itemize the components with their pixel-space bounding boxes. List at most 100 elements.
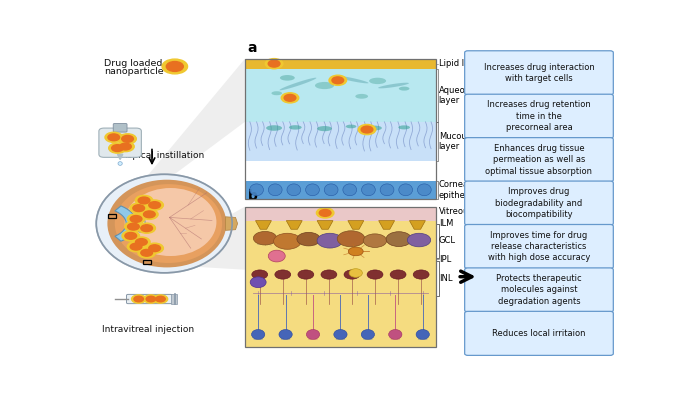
Polygon shape [348,221,364,229]
Circle shape [153,295,168,303]
Bar [245,59,436,68]
Circle shape [133,237,150,247]
Ellipse shape [369,78,386,84]
Ellipse shape [399,87,410,91]
Ellipse shape [334,330,347,339]
Ellipse shape [321,270,337,279]
Ellipse shape [317,126,332,131]
Ellipse shape [380,184,394,196]
FancyBboxPatch shape [464,268,613,312]
Ellipse shape [289,125,301,130]
Circle shape [269,60,280,67]
Ellipse shape [356,94,368,99]
Circle shape [141,225,153,232]
Polygon shape [151,207,245,270]
Text: ILM: ILM [438,218,453,228]
Circle shape [146,243,164,253]
Text: Lipid layer: Lipid layer [438,59,483,68]
Circle shape [329,75,347,85]
Circle shape [358,124,376,135]
Text: Protects therapeutic
molecules against
degradation agents: Protects therapeutic molecules against d… [496,274,582,306]
Circle shape [122,231,140,241]
Circle shape [125,222,142,232]
Bar [245,207,436,221]
Ellipse shape [390,270,406,279]
Text: nanoparticle: nanoparticle [104,66,164,76]
Ellipse shape [413,270,429,279]
Ellipse shape [367,270,383,279]
Circle shape [130,203,147,213]
Circle shape [116,142,134,152]
Circle shape [146,296,155,302]
Circle shape [144,295,158,303]
Circle shape [105,132,123,142]
Ellipse shape [266,125,282,131]
Ellipse shape [346,125,356,128]
Text: Topical instillation: Topical instillation [123,151,205,160]
Text: Reduces local irritaion: Reduces local irritaion [493,329,586,338]
Circle shape [332,77,344,84]
Circle shape [284,94,296,101]
Ellipse shape [388,330,402,339]
Text: Intravitreal injection: Intravitreal injection [102,325,195,334]
Ellipse shape [249,184,264,196]
Ellipse shape [251,330,265,339]
Text: Increases drug interaction
with target cells: Increases drug interaction with target c… [484,62,595,83]
Circle shape [127,214,145,224]
Text: Corneal
epithelium: Corneal epithelium [438,180,484,200]
Ellipse shape [344,270,360,279]
Bar [143,260,151,264]
Text: GCL: GCL [438,236,456,245]
Text: Increases drug retention
time in the
precorneal area: Increases drug retention time in the pre… [487,100,591,132]
FancyBboxPatch shape [464,224,613,268]
Ellipse shape [324,184,338,196]
Circle shape [130,216,142,222]
Circle shape [143,211,155,218]
Ellipse shape [96,174,232,273]
Circle shape [120,143,132,150]
Text: Mucous
layer: Mucous layer [438,132,471,151]
Circle shape [127,223,139,230]
Text: Vitreous: Vitreous [438,207,473,216]
Polygon shape [379,221,395,229]
Polygon shape [286,221,302,229]
Circle shape [316,208,334,218]
Circle shape [361,126,373,133]
Ellipse shape [399,184,412,196]
Bar [245,122,436,161]
Circle shape [130,243,142,250]
FancyBboxPatch shape [127,294,172,304]
Circle shape [119,134,136,144]
Ellipse shape [269,184,282,196]
Ellipse shape [298,270,314,279]
Ellipse shape [386,232,412,246]
Text: a: a [247,41,257,55]
Ellipse shape [275,270,290,279]
Circle shape [125,232,136,239]
Bar [245,181,436,199]
Bar [245,68,436,122]
Ellipse shape [398,125,410,130]
Text: INL: INL [438,274,452,283]
Circle shape [319,210,331,216]
FancyBboxPatch shape [464,311,613,355]
Ellipse shape [348,247,363,256]
Ellipse shape [273,233,301,249]
Ellipse shape [280,75,295,81]
Circle shape [155,296,165,302]
FancyBboxPatch shape [99,128,141,157]
Ellipse shape [363,234,386,248]
FancyBboxPatch shape [464,51,613,95]
Text: Enhances drug tissue
permeation as well as
optimal tissue absorption: Enhances drug tissue permeation as well … [486,144,593,176]
Ellipse shape [416,330,429,339]
Bar [245,207,436,347]
Circle shape [112,145,123,152]
Circle shape [141,250,153,256]
Circle shape [122,136,134,142]
Polygon shape [118,154,123,160]
Circle shape [138,248,155,258]
Ellipse shape [343,184,357,196]
Circle shape [132,295,146,303]
Circle shape [133,205,145,212]
Circle shape [140,209,158,220]
